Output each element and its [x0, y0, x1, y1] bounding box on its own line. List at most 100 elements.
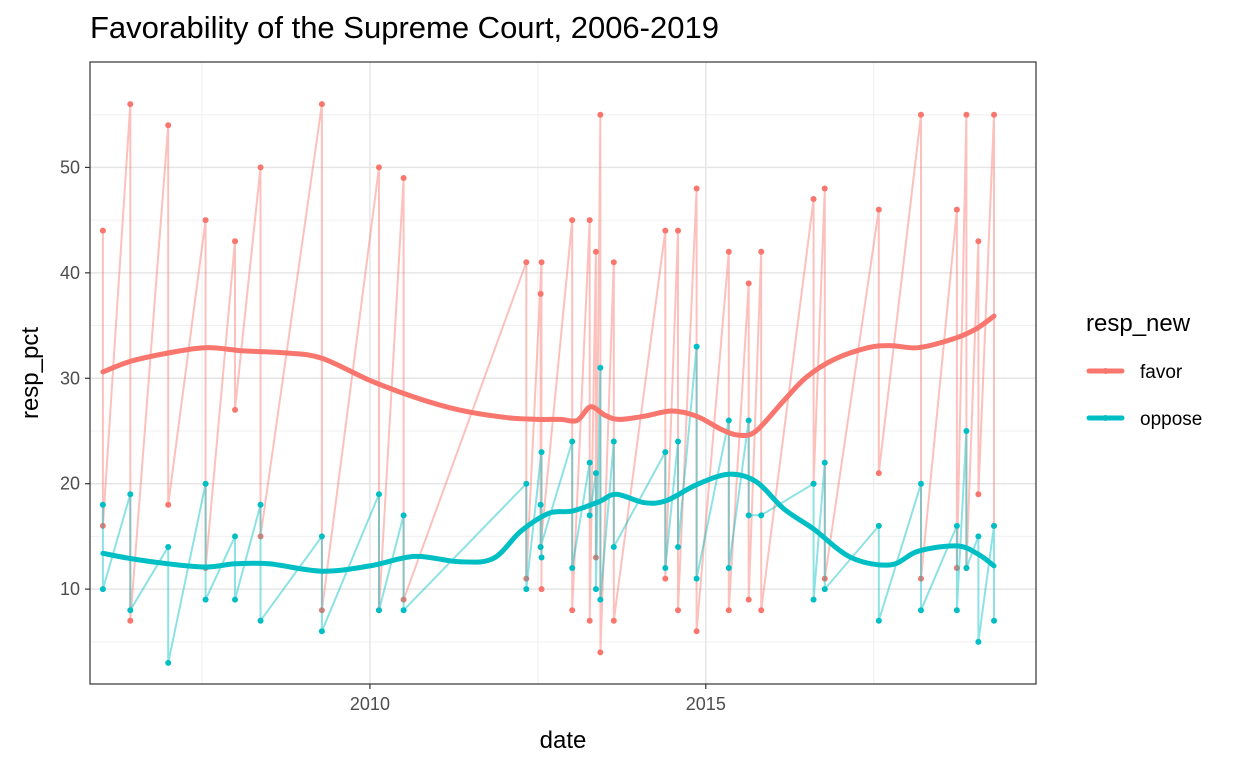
data-point-oppose — [975, 533, 982, 540]
smooth-line-favor — [100, 313, 997, 438]
data-point-oppose — [610, 438, 617, 445]
data-point-oppose — [202, 596, 209, 603]
data-point-oppose — [953, 522, 960, 529]
legend-label: favor — [1140, 362, 1183, 383]
legend-item-favor: favor — [1086, 362, 1183, 383]
panel-background — [90, 62, 1036, 684]
y-tick-label: 20 — [60, 474, 80, 494]
data-point-favor — [318, 101, 325, 108]
data-point-favor — [675, 607, 682, 614]
data-point-oppose — [991, 522, 998, 529]
data-point-oppose — [810, 480, 817, 487]
data-point-favor — [610, 617, 617, 624]
data-point-oppose — [537, 501, 544, 508]
data-point-oppose — [662, 449, 669, 456]
data-point-oppose — [375, 607, 382, 614]
data-point-oppose — [538, 554, 545, 561]
data-point-favor — [875, 206, 882, 213]
data-point-favor — [758, 607, 765, 614]
legend-title: resp_new — [1086, 310, 1191, 337]
data-point-oppose — [745, 512, 752, 519]
data-point-favor — [963, 111, 970, 118]
data-point-favor — [202, 217, 209, 224]
panel-border — [89, 61, 1037, 685]
data-point-favor — [675, 227, 682, 234]
legend-key-point — [1102, 368, 1109, 374]
legend-label: oppose — [1140, 409, 1202, 430]
data-point-oppose — [592, 470, 599, 477]
data-point-favor — [318, 607, 325, 614]
data-point-favor — [232, 238, 239, 245]
data-point-oppose — [875, 522, 882, 529]
data-point-favor — [975, 491, 982, 498]
data-point-favor — [538, 586, 545, 593]
y-tick-label: 30 — [60, 368, 80, 388]
data-point-favor — [538, 259, 545, 266]
data-point-favor — [375, 164, 382, 171]
data-point-favor — [99, 227, 106, 234]
legend-key-point — [1102, 415, 1109, 421]
data-point-oppose — [523, 480, 530, 487]
data-point-favor — [165, 501, 172, 508]
data-point-favor — [991, 111, 998, 118]
data-point-favor — [592, 248, 599, 255]
data-point-oppose — [610, 543, 617, 550]
smooth-line-oppose — [100, 471, 997, 574]
data-point-favor — [975, 238, 982, 245]
data-point-favor — [257, 164, 264, 171]
data-point-favor — [400, 596, 407, 603]
data-point-oppose — [165, 659, 172, 666]
data-point-oppose — [592, 586, 599, 593]
series-layer — [99, 101, 998, 666]
data-point-oppose — [953, 607, 960, 614]
data-point-favor — [725, 248, 732, 255]
x-tick-label: 2015 — [686, 694, 726, 714]
data-point-oppose — [375, 491, 382, 498]
data-point-oppose — [693, 343, 700, 350]
data-point-oppose — [569, 438, 576, 445]
data-point-oppose — [257, 617, 264, 624]
data-point-favor — [821, 185, 828, 192]
grid — [90, 62, 1036, 684]
data-point-oppose — [675, 543, 682, 550]
data-point-oppose — [257, 501, 264, 508]
data-point-oppose — [400, 607, 407, 614]
data-point-favor — [99, 522, 106, 529]
y-tick-label: 40 — [60, 263, 80, 283]
data-point-oppose — [810, 596, 817, 603]
data-point-oppose — [875, 617, 882, 624]
data-point-favor — [597, 111, 604, 118]
data-point-oppose — [991, 617, 998, 624]
data-point-favor — [586, 617, 593, 624]
data-point-favor — [569, 217, 576, 224]
data-point-favor — [725, 607, 732, 614]
data-point-oppose — [758, 512, 765, 519]
data-point-oppose — [693, 575, 700, 582]
data-point-favor — [662, 227, 669, 234]
data-point-favor — [745, 596, 752, 603]
chart-title: Favorability of the Supreme Court, 2006-… — [90, 10, 719, 45]
data-point-favor — [165, 122, 172, 129]
series-line-favor — [101, 104, 995, 653]
data-point-favor — [610, 259, 617, 266]
data-point-favor — [537, 290, 544, 297]
y-axis-title: resp_pct — [17, 327, 44, 419]
data-point-oppose — [569, 565, 576, 572]
data-point-oppose — [318, 628, 325, 635]
data-point-oppose — [725, 417, 732, 424]
data-point-oppose — [318, 533, 325, 540]
data-point-oppose — [99, 501, 106, 508]
data-point-favor — [232, 406, 239, 413]
data-point-oppose — [963, 427, 970, 434]
series-oppose — [99, 343, 998, 666]
data-point-favor — [745, 280, 752, 287]
data-point-oppose — [586, 459, 593, 466]
axes: 10 20 30 40 50 2010 2015 — [60, 157, 726, 714]
data-point-oppose — [675, 438, 682, 445]
y-tick-label: 10 — [60, 579, 80, 599]
data-point-oppose — [586, 512, 593, 519]
data-point-oppose — [232, 596, 239, 603]
data-point-favor — [523, 259, 530, 266]
y-tick-label: 50 — [60, 157, 80, 177]
